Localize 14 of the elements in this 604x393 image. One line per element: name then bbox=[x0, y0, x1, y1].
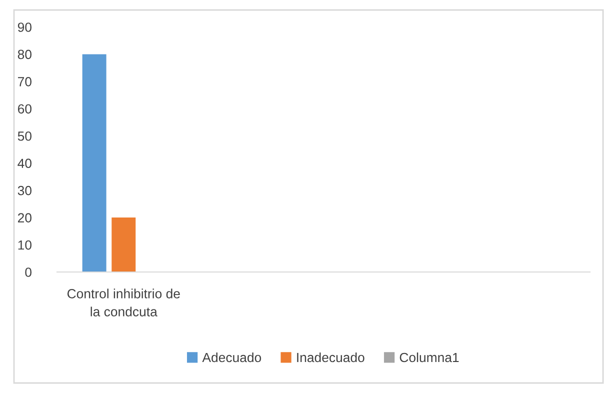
legend-label: Adecuado bbox=[202, 352, 262, 362]
y-tick-label: 50 bbox=[18, 131, 32, 141]
y-tick-label: 80 bbox=[18, 50, 32, 60]
y-tick-label: 90 bbox=[18, 22, 32, 32]
y-tick-label: 70 bbox=[18, 77, 32, 86]
y-tick-label: 0 bbox=[25, 268, 32, 277]
y-tick-label: 20 bbox=[18, 213, 32, 222]
y-tick-label: 60 bbox=[18, 104, 32, 114]
y-tick-label: 40 bbox=[18, 158, 32, 168]
y-tick-label: 30 bbox=[18, 186, 32, 196]
x-tick-label: Control inhibitrio de la condcuta bbox=[67, 288, 180, 316]
y-tick-label: 10 bbox=[18, 240, 32, 250]
legend-label: Columna1 bbox=[400, 352, 459, 362]
legend-label: Inadecuado bbox=[297, 352, 364, 362]
